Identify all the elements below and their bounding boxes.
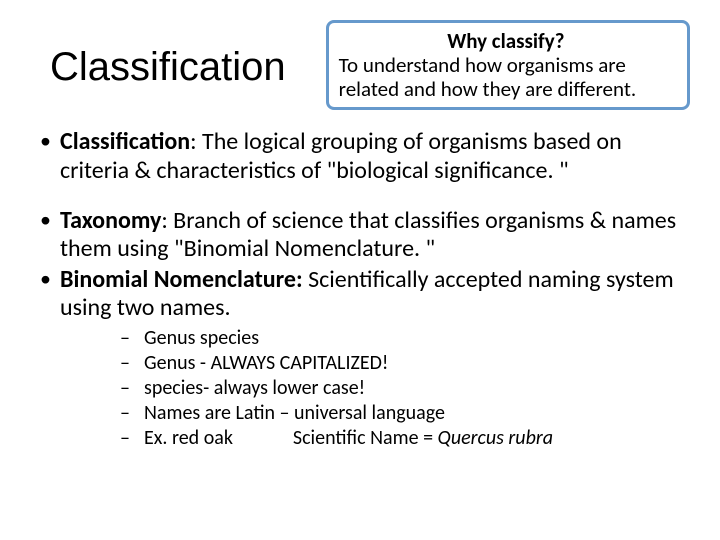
bullet-taxonomy: Taxonomy: Branch of science that classif…: [32, 207, 690, 264]
page-title: Classification: [50, 45, 286, 90]
term-binomial: Binomial Nomenclature:: [60, 265, 303, 294]
example-scientific-name: Quercus rubra: [438, 426, 553, 450]
sub-genus-cap: Genus - ALWAYS CAPITALIZED!: [120, 351, 690, 376]
callout-question: Why classify?: [339, 29, 673, 53]
sub-latin: Names are Latin – universal language: [120, 401, 690, 426]
example-label: Scientific Name =: [293, 426, 438, 450]
example-common: Ex. red oak: [144, 426, 233, 450]
main-bullet-list: Classification: The logical grouping of …: [32, 128, 690, 451]
callout-answer: To understand how organisms are related …: [339, 53, 673, 101]
sub-genus-species: Genus species: [120, 326, 690, 351]
sub-example: Ex. red oak Scientific Name = Quercus rub…: [120, 426, 690, 451]
term-taxonomy: Taxonomy: [60, 206, 161, 235]
callout-box: Why classify? To understand how organism…: [326, 20, 690, 110]
bullet-classification: Classification: The logical grouping of …: [32, 128, 690, 185]
sub-bullet-list: Genus species Genus - ALWAYS CAPITALIZED…: [120, 326, 690, 451]
bullet-binomial: Binomial Nomenclature: Scientifically ac…: [32, 266, 690, 452]
sub-species-lower: species- always lower case!: [120, 376, 690, 401]
content-area: Classification: The logical grouping of …: [0, 120, 720, 451]
term-classification: Classification: [60, 127, 190, 156]
